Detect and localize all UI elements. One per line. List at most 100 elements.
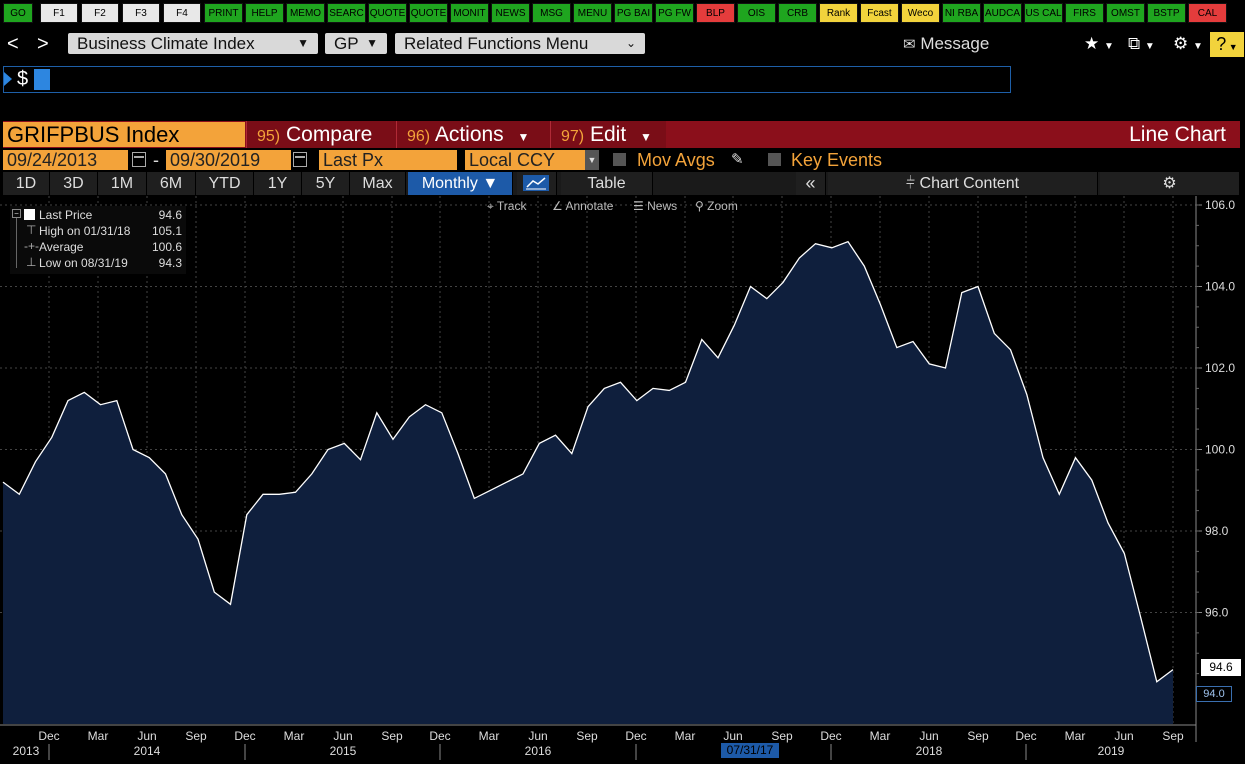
function-key-f1[interactable]: F1 xyxy=(40,3,78,23)
chart-legend[interactable]: − Last Price 94.6 ⊤ High on 01/31/18 105… xyxy=(10,206,186,274)
chart-style-button[interactable] xyxy=(517,172,557,195)
period-1d-button[interactable]: 1D xyxy=(3,172,50,195)
x-month-label: Sep xyxy=(967,729,989,743)
collapse-left-icon[interactable]: « xyxy=(796,172,826,195)
compare-menu[interactable]: 95) Compare xyxy=(246,121,396,148)
frequency-dropdown[interactable]: Monthly ▼ xyxy=(408,172,513,195)
function-key-quote[interactable]: QUOTE xyxy=(409,3,448,23)
table-button[interactable]: Table xyxy=(561,172,653,195)
chevron-down-icon: ▼ xyxy=(640,130,652,144)
x-month-label: Jun xyxy=(723,729,742,743)
function-key-weco[interactable]: Weco xyxy=(901,3,940,23)
pencil-icon[interactable]: ✎ xyxy=(731,151,744,168)
zoom-tool[interactable]: ⚲ Zoom xyxy=(695,199,738,213)
function-key-go[interactable]: GO xyxy=(3,3,33,23)
x-month-label: Dec xyxy=(38,729,59,743)
market-dropdown[interactable]: GP ▼ xyxy=(325,33,387,54)
track-tool[interactable]: ⌖ Track xyxy=(487,199,526,214)
end-date-input[interactable]: 09/30/2019 xyxy=(166,150,291,170)
key-events-checkbox[interactable] xyxy=(768,153,781,166)
function-key-menu[interactable]: MENU xyxy=(573,3,612,23)
chevron-down-icon: ▼ xyxy=(297,36,309,50)
function-key-news[interactable]: NEWS xyxy=(491,3,530,23)
track-label: Track xyxy=(496,199,527,213)
chart-content-button[interactable]: ⫩ Chart Content xyxy=(828,172,1098,195)
settings-gear-icon[interactable]: ⚙ xyxy=(1100,172,1240,195)
function-key-pg-bai[interactable]: PG BAI xyxy=(614,3,653,23)
function-key-searc[interactable]: SEARC xyxy=(327,3,366,23)
help-label: ? xyxy=(1216,34,1227,54)
function-key-crb[interactable]: CRB xyxy=(778,3,817,23)
period-5y-button[interactable]: 5Y xyxy=(302,172,350,195)
mov-avgs-checkbox[interactable] xyxy=(613,153,626,166)
prompt-icon xyxy=(4,72,12,86)
message-button[interactable]: ✉ Message xyxy=(903,33,989,55)
function-key-audca[interactable]: AUDCA xyxy=(983,3,1022,23)
x-month-label: Sep xyxy=(1162,729,1184,743)
period-1m-button[interactable]: 1M xyxy=(98,172,147,195)
function-key-omst[interactable]: OMST xyxy=(1106,3,1145,23)
calendar-icon[interactable] xyxy=(132,152,146,167)
calendar-icon[interactable] xyxy=(293,152,307,167)
related-functions-dropdown[interactable]: Related Functions Menu ⌄ xyxy=(395,33,645,54)
date-separator: - xyxy=(153,150,159,170)
period-1y-button[interactable]: 1Y xyxy=(254,172,302,195)
function-key-monit[interactable]: MONIT xyxy=(450,3,489,23)
help-button[interactable]: ? ▼ xyxy=(1210,32,1244,57)
currency-dropdown[interactable]: Local CCY xyxy=(465,150,585,170)
compare-label: Compare xyxy=(285,123,373,146)
star-icon[interactable]: ★ ▼ xyxy=(1084,34,1114,53)
legend-high-value: 105.1 xyxy=(151,224,182,238)
ticker-field[interactable]: GRIFPBUS Index xyxy=(3,122,245,147)
function-key-f2[interactable]: F2 xyxy=(81,3,119,23)
function-key-cal[interactable]: CAL xyxy=(1188,3,1227,23)
y-tick-label: 98.0 xyxy=(1205,524,1229,538)
field-dropdown[interactable]: Last Px xyxy=(319,150,457,170)
function-key-msg[interactable]: MSG xyxy=(532,3,571,23)
function-key-memo[interactable]: MEMO xyxy=(286,3,325,23)
collapse-icon[interactable]: − xyxy=(12,209,21,218)
period-ytd-button[interactable]: YTD xyxy=(196,172,254,195)
period-max-button[interactable]: Max xyxy=(350,172,406,195)
period-3d-button[interactable]: 3D xyxy=(50,172,98,195)
function-key-rank[interactable]: Rank xyxy=(819,3,858,23)
function-key-f4[interactable]: F4 xyxy=(163,3,201,23)
annotate-tool[interactable]: ∠ Annotate xyxy=(552,199,613,213)
compare-number: 95) xyxy=(257,128,281,145)
function-key-help[interactable]: HELP xyxy=(245,3,284,23)
gear-icon[interactable]: ⚙ ▼ xyxy=(1173,34,1203,53)
function-key-pg-fw[interactable]: PG FW xyxy=(655,3,694,23)
x-month-label: Jun xyxy=(919,729,938,743)
function-key-fcast[interactable]: Fcast xyxy=(860,3,899,23)
annotate-label: Annotate xyxy=(565,199,614,213)
start-date-input[interactable]: 09/24/2013 xyxy=(3,150,128,170)
function-key-ois[interactable]: OIS xyxy=(737,3,776,23)
function-key-us-cal[interactable]: US CAL xyxy=(1024,3,1063,23)
function-key-print[interactable]: PRINT xyxy=(204,3,243,23)
function-key-bstp[interactable]: BSTP xyxy=(1147,3,1186,23)
function-key-f3[interactable]: F3 xyxy=(122,3,160,23)
window-export-icon[interactable]: ⧉ ▼ xyxy=(1128,34,1155,53)
y-tick-label: 102.0 xyxy=(1205,361,1235,375)
forward-arrow-icon[interactable]: > xyxy=(37,33,49,55)
chevron-down-icon[interactable]: ▼ xyxy=(585,150,599,170)
series-swatch xyxy=(24,209,35,220)
key-events-label: Key Events xyxy=(791,150,883,170)
function-key-quote[interactable]: QUOTE xyxy=(368,3,407,23)
edit-menu[interactable]: 97) Edit ▼ xyxy=(550,121,666,148)
news-tool[interactable]: ☰ News xyxy=(633,199,677,213)
function-key-blp[interactable]: BLP xyxy=(696,3,735,23)
function-key-ni-rba[interactable]: NI RBA xyxy=(942,3,981,23)
actions-menu[interactable]: 96) Actions ▼ xyxy=(396,121,550,148)
x-month-label: Mar xyxy=(88,729,109,743)
line-chart[interactable]: 106.0 104.0 102.0 100.0 98.0 96.0 Dec Mar Jun Se… xyxy=(0,196,1245,764)
legend-average-value: 100.6 xyxy=(151,240,182,254)
function-key-firs[interactable]: FIRS xyxy=(1065,3,1104,23)
chevron-down-icon: ▼ xyxy=(482,175,499,192)
related-functions-label: Related Functions Menu xyxy=(404,34,589,53)
command-line-input[interactable]: $ xyxy=(3,66,1011,93)
back-arrow-icon[interactable]: < xyxy=(7,33,19,55)
line-chart-icon xyxy=(523,175,549,191)
breadcrumb-dropdown[interactable]: Business Climate Index ▼ xyxy=(68,33,318,54)
period-6m-button[interactable]: 6M xyxy=(147,172,196,195)
